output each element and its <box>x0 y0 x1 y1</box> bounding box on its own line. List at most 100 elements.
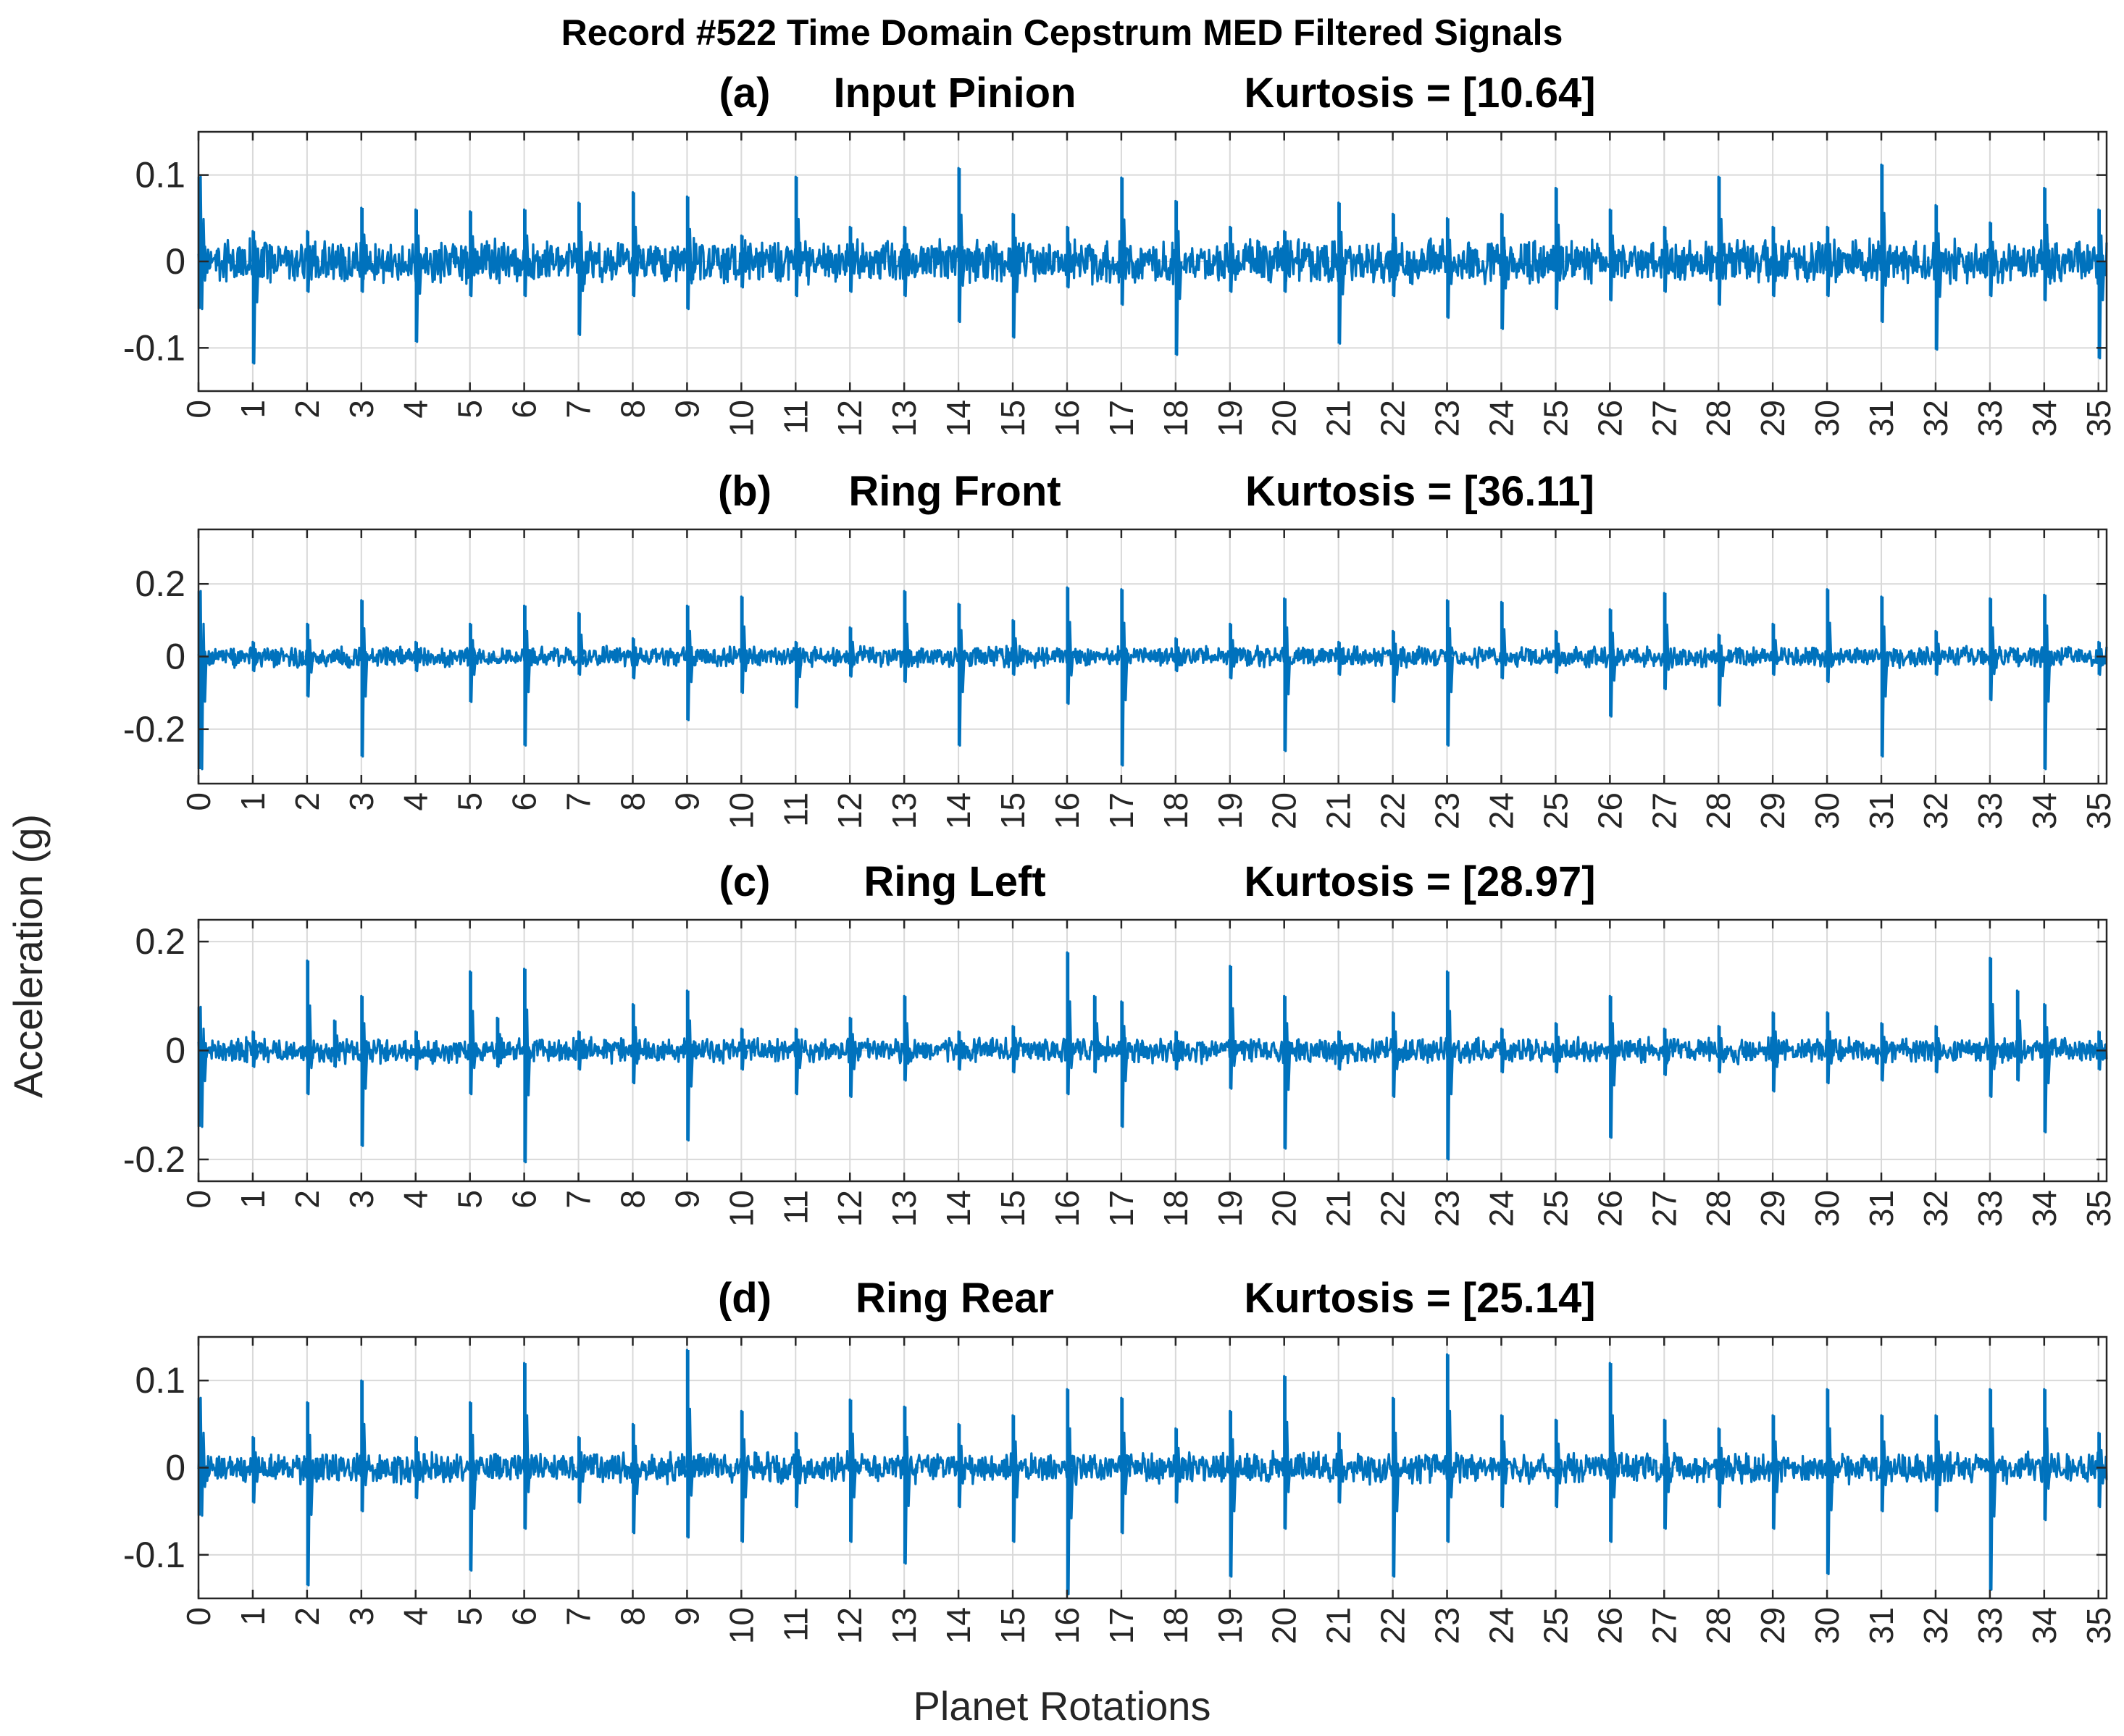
x-tick-label: 30 <box>1808 792 1846 829</box>
x-tick-label: 24 <box>1482 1607 1520 1644</box>
x-tick-label: 35 <box>2080 1190 2117 1227</box>
x-tick-label: 0 <box>180 1607 217 1626</box>
x-tick-label: 21 <box>1320 1190 1358 1227</box>
x-tick-label: 21 <box>1320 1607 1358 1644</box>
y-tick-label: 0 <box>165 637 185 677</box>
x-tick-label: 4 <box>397 400 435 419</box>
x-tick-label: 1 <box>234 1607 272 1626</box>
x-tick-label: 27 <box>1645 1607 1683 1644</box>
panel-letter: (c) <box>719 858 771 905</box>
x-tick-label: 5 <box>451 1607 489 1626</box>
x-tick-label: 13 <box>885 400 923 437</box>
x-tick-label: 11 <box>777 1607 814 1642</box>
x-tick-label: 2 <box>288 400 326 419</box>
x-tick-label: 3 <box>343 792 380 811</box>
x-tick-label: 12 <box>831 400 869 437</box>
x-tick-label: 3 <box>343 1190 380 1209</box>
x-tick-label: 34 <box>2025 400 2063 437</box>
x-tick-label: 32 <box>1917 1190 1954 1227</box>
x-tick-label: 29 <box>1754 792 1791 829</box>
x-tick-label: 25 <box>1536 792 1574 829</box>
x-tick-label: 29 <box>1754 1607 1791 1644</box>
y-tick-label: 0 <box>165 1448 185 1488</box>
x-tick-label: 24 <box>1482 792 1520 829</box>
x-tick-label: 13 <box>885 1607 923 1644</box>
x-tick-label: 11 <box>777 792 814 827</box>
x-tick-label: 16 <box>1048 400 1086 437</box>
x-tick-label: 32 <box>1917 792 1954 829</box>
x-tick-label: 31 <box>1862 792 1900 829</box>
x-tick-label: 8 <box>614 792 651 811</box>
x-tick-label: 15 <box>994 1607 1032 1644</box>
x-tick-label: 19 <box>1211 400 1249 437</box>
y-tick-label: 0 <box>165 1031 185 1071</box>
x-tick-label: 0 <box>180 1190 217 1209</box>
panel-kurtosis: Kurtosis = [25.14] <box>1244 1275 1595 1322</box>
panel-2: (b) Ring Front Kurtosis = [36.11]0 1 2 3 4 5 6 7 8… <box>123 468 2117 829</box>
x-tick-label: 10 <box>722 1190 760 1227</box>
x-tick-label: 16 <box>1048 792 1086 829</box>
x-tick-label: 28 <box>1699 400 1737 437</box>
x-tick-label: 6 <box>506 1190 543 1209</box>
x-tick-label: 19 <box>1211 1607 1249 1644</box>
x-tick-label: 29 <box>1754 400 1791 437</box>
x-tick-label: 9 <box>668 1607 706 1626</box>
x-tick-label: 23 <box>1429 1607 1466 1644</box>
x-tick-label: 35 <box>2080 792 2117 829</box>
x-tick-label: 11 <box>777 400 814 435</box>
x-tick-label: 22 <box>1374 792 1412 829</box>
x-tick-label: 27 <box>1645 1190 1683 1227</box>
x-tick-label: 31 <box>1862 1607 1900 1644</box>
x-tick-label: 35 <box>2080 400 2117 437</box>
x-tick-label: 19 <box>1211 792 1249 829</box>
x-tick-label: 7 <box>560 1190 598 1209</box>
x-tick-label: 16 <box>1048 1607 1086 1644</box>
panel-1: (a) Input Pinion Kurtosis = [10.64]0 1 2 3 4 5 6… <box>123 70 2117 437</box>
panel-channel-name: Ring Left <box>864 858 1045 905</box>
y-tick-label: -0.1 <box>123 1535 185 1575</box>
x-tick-label: 24 <box>1482 400 1520 437</box>
x-tick-label: 12 <box>831 792 869 829</box>
x-tick-label: 34 <box>2025 792 2063 829</box>
x-tick-label: 2 <box>288 1190 326 1209</box>
x-tick-label: 12 <box>831 1190 869 1227</box>
x-tick-label: 33 <box>1971 400 2009 437</box>
y-tick-label: -0.2 <box>123 1139 185 1180</box>
x-tick-label: 10 <box>722 792 760 829</box>
y-tick-label: 0.2 <box>135 563 185 604</box>
x-tick-label: 26 <box>1591 792 1628 829</box>
x-tick-label: 19 <box>1211 1190 1249 1227</box>
x-tick-label: 8 <box>614 1190 651 1209</box>
figure-title: Record #522 Time Domain Cepstrum MED Fil… <box>561 12 1563 53</box>
x-tick-label: 13 <box>885 1190 923 1227</box>
x-tick-label: 24 <box>1482 1190 1520 1227</box>
x-tick-label: 25 <box>1536 400 1574 437</box>
y-tick-label: 0.2 <box>135 921 185 962</box>
x-tick-label: 15 <box>994 1190 1032 1227</box>
x-tick-label: 32 <box>1917 1607 1954 1644</box>
x-tick-label: 5 <box>451 400 489 419</box>
x-tick-label: 4 <box>397 1190 435 1209</box>
x-tick-label: 8 <box>614 1607 651 1626</box>
x-tick-label: 15 <box>994 400 1032 437</box>
x-tick-label: 23 <box>1429 1190 1466 1227</box>
x-tick-label: 9 <box>668 1190 706 1209</box>
x-tick-label: 22 <box>1374 1607 1412 1644</box>
x-tick-label: 21 <box>1320 400 1358 437</box>
x-tick-label: 6 <box>506 1607 543 1626</box>
x-tick-label: 13 <box>885 792 923 829</box>
x-tick-label: 35 <box>2080 1607 2117 1644</box>
x-tick-label: 14 <box>940 1190 977 1227</box>
x-tick-label: 9 <box>668 792 706 811</box>
x-tick-label: 30 <box>1808 1607 1846 1644</box>
y-tick-label: 0.1 <box>135 155 185 196</box>
y-tick-label: -0.1 <box>123 327 185 368</box>
x-tick-label: 18 <box>1157 1190 1195 1227</box>
x-tick-label: 3 <box>343 1607 380 1626</box>
x-tick-label: 31 <box>1862 1190 1900 1227</box>
panel-kurtosis: Kurtosis = [28.97] <box>1244 858 1595 905</box>
x-tick-label: 33 <box>1971 792 2009 829</box>
x-tick-label: 1 <box>234 1190 272 1209</box>
x-tick-label: 18 <box>1157 1607 1195 1644</box>
